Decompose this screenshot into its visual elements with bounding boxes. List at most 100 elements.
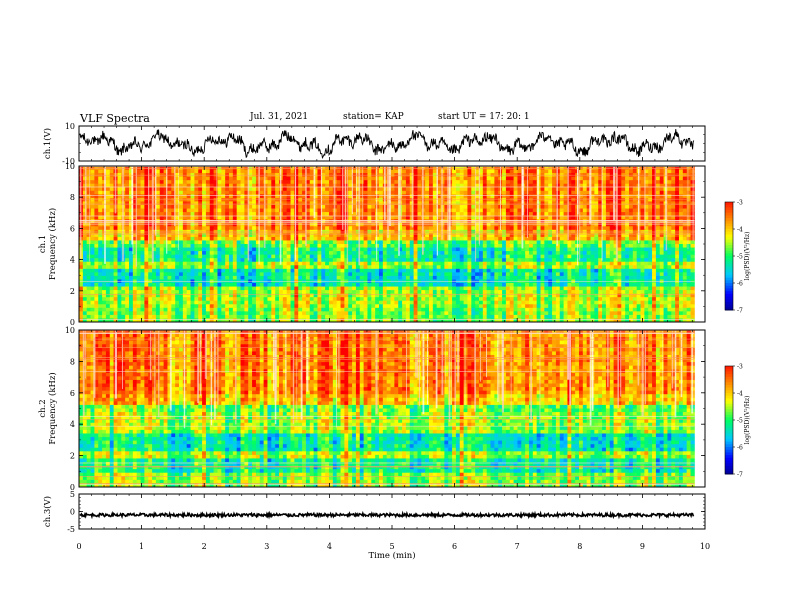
- spectrogram-cell: [371, 212, 376, 217]
- spectrogram-cell: [94, 176, 99, 181]
- spectrogram-cell: [225, 272, 230, 277]
- spectrogram-cell: [648, 258, 653, 263]
- spectrogram-cell: [455, 258, 461, 263]
- spectrogram-cell: [371, 268, 376, 273]
- spectrogram-cell: [559, 197, 564, 202]
- spectrogram-cell: [482, 176, 488, 181]
- spectrogram-cell: [240, 226, 245, 231]
- spectrogram-cell: [655, 240, 661, 245]
- spectrogram-cell: [275, 208, 280, 213]
- spectrogram-cell: [325, 180, 330, 185]
- spectrogram-cell: [259, 247, 265, 252]
- spectrogram-cell: [302, 265, 307, 270]
- spectrogram-cell: [359, 187, 365, 192]
- spectrogram-cell: [632, 254, 638, 259]
- spectrogram-cell: [652, 212, 657, 217]
- spectrogram-cell: [155, 244, 161, 248]
- spectrogram-cell: [259, 258, 265, 263]
- spectrogram-cell: [452, 244, 457, 248]
- spectrogram-cell: [605, 251, 611, 256]
- spectrogram-cell: [344, 265, 349, 270]
- spectrogram-cell: [678, 236, 684, 241]
- spectrogram-cell: [405, 194, 411, 199]
- spectrogram-cell: [563, 176, 568, 181]
- spectrogram-cell: [448, 251, 453, 256]
- spectrogram-cell: [652, 197, 657, 202]
- spectrogram-cell: [452, 180, 457, 185]
- spectrogram-cell: [113, 226, 118, 231]
- spectrogram-cell: [517, 261, 522, 266]
- spectrogram-cell: [605, 201, 611, 206]
- spectrogram-cell: [532, 201, 538, 206]
- spectrogram-cell: [678, 180, 684, 185]
- spectrogram-cell: [186, 268, 191, 273]
- spectrogram-cell: [209, 244, 215, 248]
- spectrogram-cell: [486, 205, 491, 209]
- spectrogram-cell: [225, 261, 230, 266]
- spectrogram-cell: [259, 261, 265, 266]
- spectrogram-cell: [548, 261, 553, 266]
- spectrogram-cell: [179, 240, 184, 245]
- spectrogram-cell: [205, 268, 211, 273]
- spectrogram-cell: [686, 226, 691, 231]
- spectrogram-cell: [536, 268, 541, 273]
- spectrogram-cell: [478, 261, 484, 266]
- spectrogram-cell: [394, 258, 399, 263]
- spectrogram-cell: [505, 251, 511, 256]
- spectrogram-cell: [686, 258, 691, 263]
- spectrogram-cell: [625, 261, 630, 266]
- spectrogram-cell: [686, 261, 691, 266]
- spectrogram-cell: [240, 190, 245, 195]
- spectrogram-cell: [140, 244, 145, 248]
- spectrogram-cell: [294, 265, 299, 270]
- spectrogram-cell: [532, 205, 538, 209]
- spectrogram-cell: [179, 222, 184, 227]
- spectrogram-cell: [117, 244, 122, 248]
- spectrogram-cell: [655, 190, 661, 195]
- spectrogram-cell: [428, 251, 434, 256]
- spectrogram-cell: [640, 251, 645, 256]
- spectrogram-cell: [675, 194, 680, 199]
- spectrogram-cell: [94, 247, 99, 252]
- spectrogram-cell: [267, 187, 272, 192]
- spectrogram-cell: [109, 251, 115, 256]
- spectrogram-cell: [259, 197, 265, 202]
- spectrogram-cell: [186, 176, 191, 181]
- spectrogram-cell: [267, 244, 272, 248]
- spectrogram-cell: [494, 176, 499, 181]
- spectrogram-cell: [159, 258, 165, 263]
- spectrogram-cell: [667, 187, 672, 192]
- spectrogram-cell: [455, 180, 461, 185]
- spectrogram-cell: [613, 265, 618, 270]
- spectrogram-cell: [594, 169, 599, 174]
- spectrogram-cell: [505, 247, 511, 252]
- spectrogram-cell: [671, 194, 676, 199]
- spectrogram-cell: [275, 187, 280, 192]
- spectrogram-cell: [271, 268, 276, 273]
- spectrogram-cell: [290, 187, 295, 192]
- spectrogram-cell: [417, 176, 422, 181]
- spectrogram-cell: [428, 197, 434, 202]
- spectrogram-cell: [509, 268, 514, 273]
- spectrogram-cell: [259, 180, 265, 185]
- spectrogram-cell: [471, 258, 476, 263]
- spectrogram-cell: [678, 222, 684, 227]
- spectrogram-cell: [109, 244, 115, 248]
- spectrogram-cell: [194, 272, 199, 277]
- spectrogram-cell: [228, 261, 234, 266]
- spectrogram-cell: [198, 247, 203, 252]
- spectrogram-cell: [440, 261, 445, 266]
- spectrogram-cell: [228, 205, 234, 209]
- spectrogram-cell: [286, 190, 291, 195]
- spectrogram-cell: [98, 180, 103, 185]
- spectrogram-cell: [236, 169, 241, 174]
- spectrogram-cell: [632, 268, 638, 273]
- spectrogram-cell: [117, 194, 122, 199]
- spectrogram-cell: [159, 176, 165, 181]
- spectrogram-cell: [202, 236, 207, 241]
- spectrogram-cell: [540, 180, 545, 185]
- spectrogram-cell: [125, 201, 130, 206]
- spectrogram-cell: [186, 169, 191, 174]
- spectrogram-cell: [317, 265, 322, 270]
